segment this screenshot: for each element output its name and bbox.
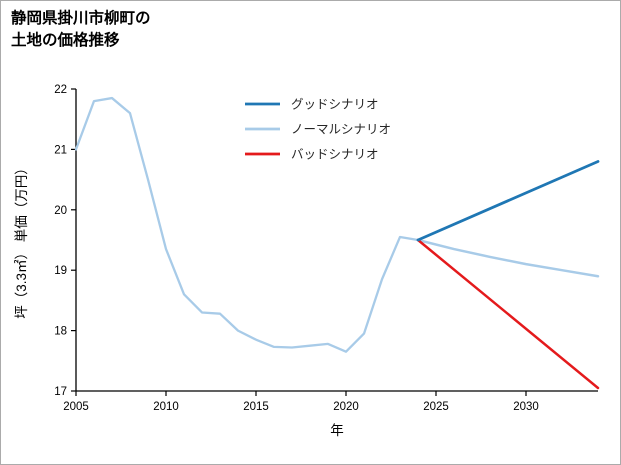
y-tick-label: 18 bbox=[54, 326, 67, 338]
legend-label-bad: バッドシナリオ bbox=[291, 148, 379, 162]
y-tick-label: 20 bbox=[54, 205, 67, 217]
chart-title-line2: 土地の価格推移 bbox=[11, 32, 120, 49]
chart-title: 静岡県掛川市柳町の 土地の価格推移 bbox=[11, 8, 151, 52]
x-tick-label: 2020 bbox=[333, 401, 359, 413]
y-tick-label: 21 bbox=[54, 144, 67, 156]
chart-generated-layer: 2005 2010 2015 2020 2025 2030 17 18 19 20 21 22 グッドシ… bbox=[54, 84, 600, 413]
y-tick-label: 22 bbox=[54, 84, 67, 96]
legend-label-normal: ノーマルシナリオ bbox=[291, 123, 391, 137]
x-tick-label: 2015 bbox=[243, 401, 269, 413]
chart-title-line1: 静岡県掛川市柳町の bbox=[11, 10, 151, 27]
series-good-line bbox=[416, 160, 600, 242]
legend-label-good: グッドシナリオ bbox=[291, 98, 379, 112]
x-tick-label: 2025 bbox=[423, 401, 449, 413]
y-tick-label: 17 bbox=[54, 386, 67, 398]
x-tick-label: 2030 bbox=[513, 401, 539, 413]
series-bad-line bbox=[416, 238, 600, 390]
x-tick-label: 2010 bbox=[153, 401, 179, 413]
x-axis-label: 年 bbox=[330, 423, 344, 438]
y-tick-label: 19 bbox=[54, 265, 67, 277]
y-axis-label: 坪（3.3㎡） 単価（万円） bbox=[14, 161, 29, 319]
x-tick-label: 2005 bbox=[63, 401, 89, 413]
series-historical-line bbox=[74, 96, 420, 353]
series-normal-line bbox=[416, 238, 600, 278]
